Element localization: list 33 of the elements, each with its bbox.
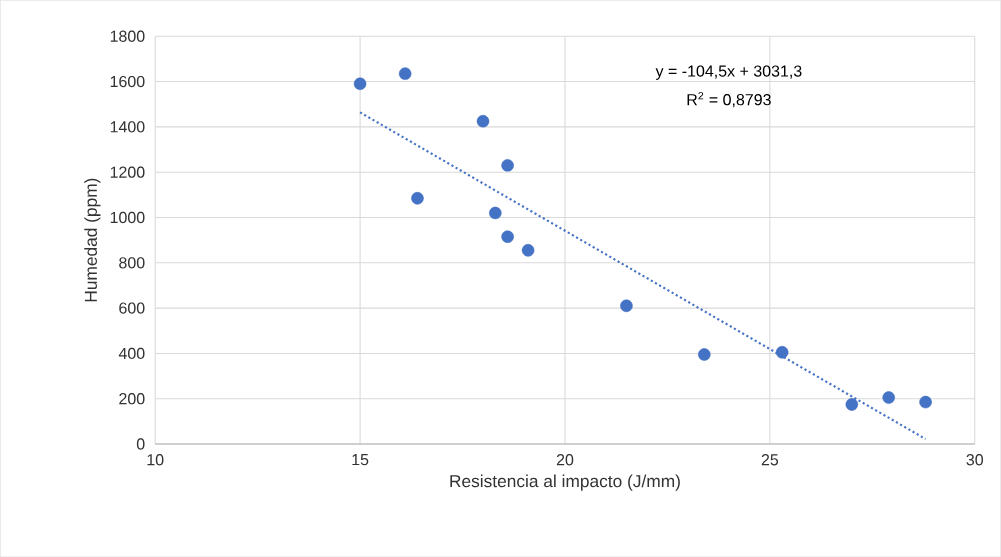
point	[521, 243, 535, 257]
annotation: y = -104,5x + 3031,3	[655, 65, 802, 80]
point	[489, 206, 502, 220]
point	[353, 77, 367, 90]
point	[845, 398, 859, 411]
x-axis-title: Resistencia al impacto (J/mm)	[450, 474, 680, 491]
y-tick-label: 400	[118, 347, 145, 359]
y-tick-label: 200	[119, 392, 145, 405]
y-tick-label: 1600	[110, 75, 145, 88]
point	[476, 114, 490, 128]
y-tick-label: 1200	[110, 166, 145, 178]
y-axis-title: Humedad (ppm)	[84, 178, 101, 302]
x-tick-label: 25	[761, 453, 779, 466]
point	[411, 191, 424, 205]
point	[775, 345, 789, 359]
y-tick-label: 600	[119, 302, 145, 314]
annotation: R$^{2}$ = 0,8793	[687, 91, 771, 108]
x-tick-label: 30	[966, 453, 984, 466]
y-tick-label: 800	[119, 257, 145, 269]
y-tick-label: 1000	[110, 211, 145, 224]
x-tick-label: 10	[147, 453, 164, 466]
y-tick-label: 1800	[110, 30, 145, 42]
point	[620, 299, 633, 312]
y-tick-label: 1400	[110, 121, 145, 133]
x-tick-label: 20	[556, 453, 574, 466]
x-tick-label: 15	[352, 453, 369, 466]
y-tick-label: 0	[136, 438, 145, 450]
point	[501, 159, 514, 172]
point	[398, 67, 412, 80]
point	[698, 348, 711, 361]
point	[501, 230, 514, 243]
point	[919, 395, 932, 409]
point	[882, 391, 895, 404]
